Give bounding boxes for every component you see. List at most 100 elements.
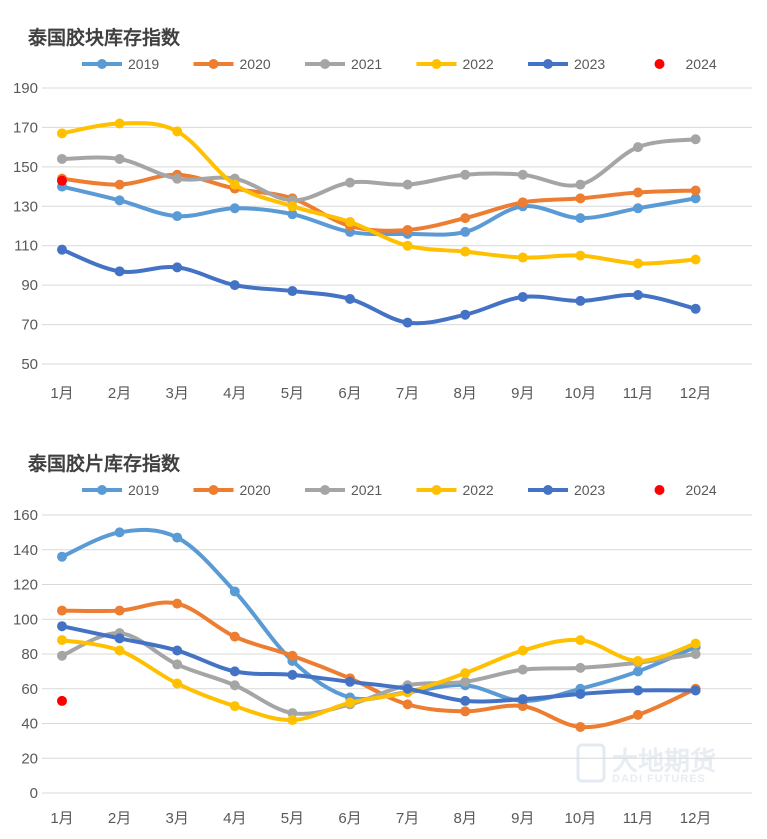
data-point — [402, 179, 413, 190]
legend-label: 2021 — [351, 56, 382, 72]
legend-marker — [654, 485, 665, 495]
data-point — [57, 128, 67, 139]
data-point — [287, 708, 298, 719]
legend-marker — [97, 485, 107, 495]
data-point — [460, 676, 471, 687]
data-point — [114, 645, 125, 656]
x-tick-label: 11月 — [623, 810, 654, 827]
legend-marker — [320, 59, 330, 69]
legend-marker — [543, 59, 553, 69]
legend-label: 2023 — [574, 56, 605, 72]
x-tick-label: 9月 — [511, 385, 534, 402]
series-2019 — [57, 527, 701, 706]
data-point — [229, 631, 240, 642]
data-point — [460, 226, 471, 237]
data-point — [460, 706, 471, 717]
chart-title: 泰国胶片库存指数 — [27, 452, 181, 475]
legend-label: 2020 — [240, 482, 271, 498]
x-tick-label: 6月 — [338, 810, 361, 827]
legend-label: 2020 — [240, 56, 271, 72]
x-tick-label: 3月 — [166, 385, 189, 402]
data-point — [57, 153, 67, 164]
data-point — [575, 635, 586, 646]
legend-marker — [320, 485, 330, 495]
data-point — [517, 694, 528, 705]
x-tick-label: 11月 — [623, 385, 654, 402]
data-point — [633, 685, 643, 696]
legend-item-2021: 2021 — [305, 56, 382, 72]
series-2023 — [57, 621, 701, 706]
data-point — [114, 605, 125, 616]
x-tick-label: 8月 — [454, 385, 477, 402]
data-point — [402, 699, 413, 710]
data-point — [345, 676, 355, 687]
legend: 2019 2020 2021 2022 2023 2024 — [82, 56, 717, 72]
series-2022 — [57, 118, 701, 269]
y-tick-label: 120 — [13, 577, 38, 594]
data-point — [402, 224, 413, 235]
legend-item-2024: 2024 — [654, 482, 717, 498]
data-point — [114, 633, 125, 644]
data-point — [690, 638, 701, 649]
data-point — [114, 195, 125, 206]
legend-item-2023: 2023 — [528, 482, 605, 498]
y-tick-label: 90 — [21, 277, 38, 294]
y-tick-label: 190 — [13, 80, 38, 97]
data-point — [690, 254, 701, 265]
data-point — [633, 666, 643, 677]
y-tick-label: 70 — [21, 317, 38, 334]
series-line — [61, 184, 696, 237]
data-point — [287, 715, 298, 726]
legend-marker — [208, 485, 219, 495]
data-point — [460, 169, 471, 180]
series-line — [61, 121, 696, 266]
watermark: 大地期货 DADI FUTURES — [576, 743, 716, 785]
data-point — [114, 179, 125, 190]
data-point — [57, 551, 67, 562]
legend-label: 2024 — [686, 56, 717, 72]
legend-item-2024: 2024 — [654, 56, 717, 72]
data-point — [517, 197, 528, 208]
legend-marker — [654, 59, 665, 69]
legend-item-2020: 2020 — [193, 56, 271, 72]
series-line — [61, 527, 697, 703]
data-point — [690, 649, 701, 659]
data-point — [172, 211, 183, 222]
data-point — [690, 685, 701, 696]
data-point — [402, 683, 413, 694]
data-point — [229, 701, 240, 712]
data-point — [345, 293, 355, 304]
data-point — [690, 303, 701, 314]
y-tick-label: 110 — [14, 238, 38, 255]
chart-sheet-inventory-index: 泰国胶片库存指数 2019 2020 2021 2022 2023 2024 0 20 40 60 8… — [13, 452, 752, 827]
y-tick-label: 100 — [13, 611, 38, 628]
legend-item-2023: 2023 — [528, 56, 605, 72]
data-point — [460, 213, 471, 224]
x-tick-label: 1月 — [50, 385, 73, 402]
data-point — [517, 645, 528, 656]
data-point — [460, 246, 471, 257]
data-point — [690, 185, 701, 196]
y-tick-label: 80 — [21, 646, 38, 663]
series-line — [61, 637, 697, 723]
data-point — [575, 688, 586, 699]
data-point — [229, 666, 240, 677]
data-point — [517, 701, 528, 712]
data-point — [172, 173, 183, 184]
legend-item-2019: 2019 — [82, 482, 159, 498]
data-point — [172, 645, 183, 656]
data-point — [57, 175, 67, 186]
legend-label: 2024 — [686, 482, 717, 498]
series-2022 — [57, 635, 701, 726]
x-tick-label: 4月 — [223, 385, 246, 402]
x-tick-label: 1月 — [50, 810, 73, 827]
y-tick-label: 170 — [13, 119, 38, 136]
data-point — [633, 290, 643, 300]
data-point — [575, 179, 586, 190]
series-2021 — [57, 628, 701, 719]
data-point — [172, 598, 183, 609]
data-point — [402, 240, 413, 251]
x-tick-label: 7月 — [396, 810, 419, 827]
legend-item-2020: 2020 — [193, 482, 271, 498]
